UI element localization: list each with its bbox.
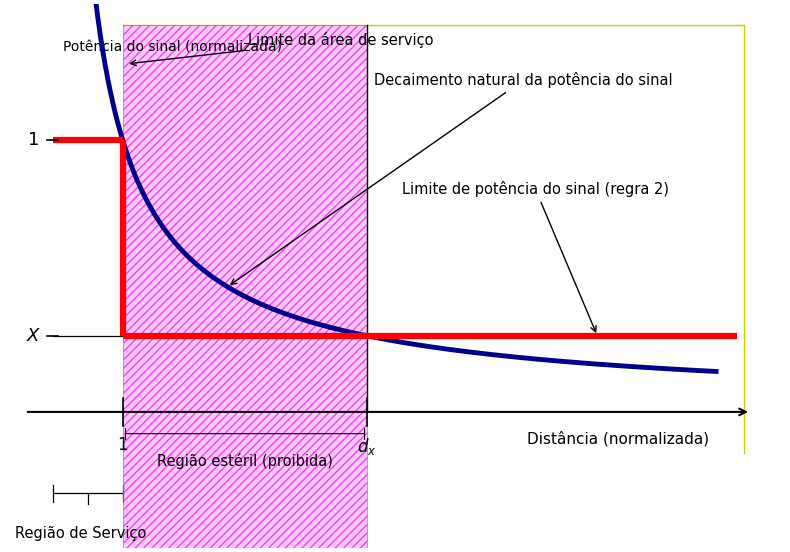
Text: Decaimento natural da potência do sinal: Decaimento natural da potência do sinal [231,72,672,284]
Text: Região de Serviço: Região de Serviço [15,526,146,541]
Text: Potência do sinal (normalizada): Potência do sinal (normalizada) [63,40,282,54]
Text: 1: 1 [28,131,39,149]
Text: Região estéril (proibida): Região estéril (proibida) [157,453,333,469]
Text: Limite de potência do sinal (regra 2): Limite de potência do sinal (regra 2) [402,181,669,332]
Bar [122,24,367,548]
Text: X: X [27,327,39,345]
Text: Distância (normalizada): Distância (normalizada) [527,431,709,447]
Bar [122,24,367,548]
Text: $d_x$: $d_x$ [357,437,377,458]
Text: 1: 1 [118,437,128,454]
Text: Limite da área de serviço: Limite da área de serviço [130,31,434,66]
